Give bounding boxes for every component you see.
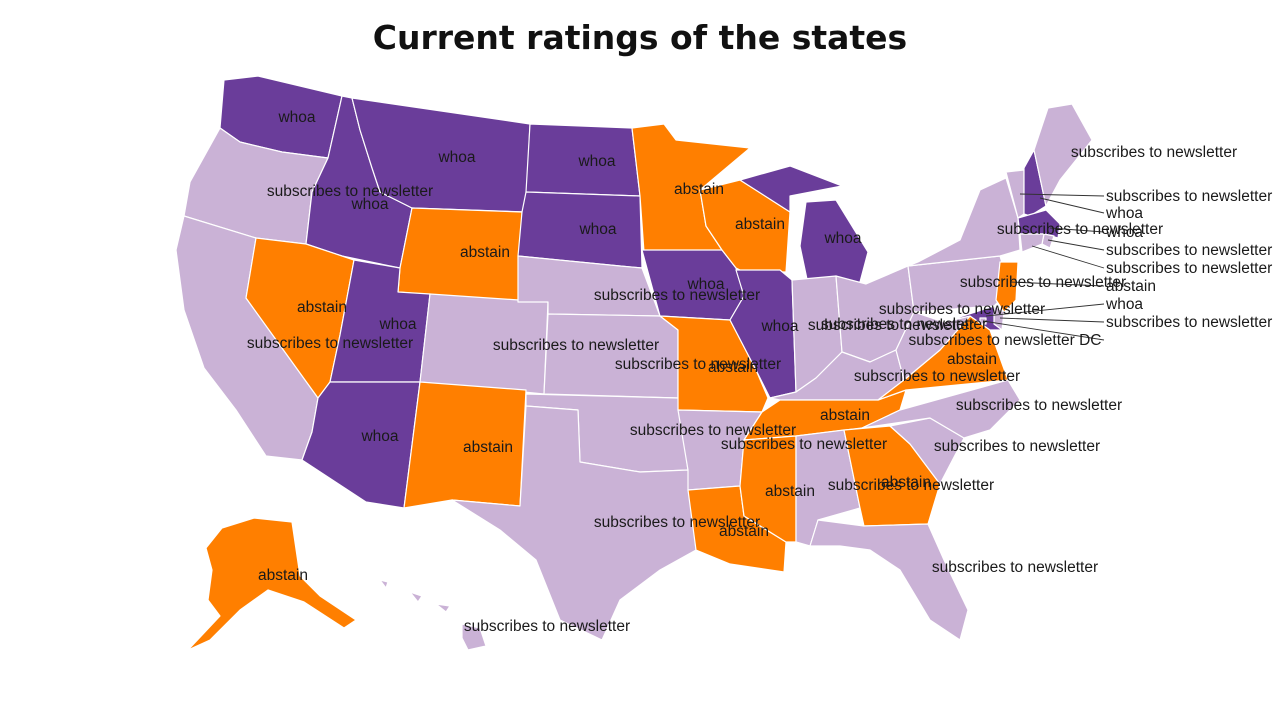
state-label-va: abstain [947, 351, 997, 368]
state-label-de: subscribes to newsletter [1106, 314, 1272, 331]
state-label-az: whoa [360, 428, 398, 445]
leader-line-ma [1049, 227, 1105, 233]
state-label-ak: abstain [258, 567, 308, 584]
state-label-hi: subscribes to newsletter [464, 618, 630, 635]
state-label-ri: subscribes to newsletter [1106, 242, 1272, 259]
state-label-md: whoa [1105, 296, 1143, 313]
state-nh [1023, 149, 1047, 217]
leader-line-dc [982, 320, 1105, 341]
state-label-ms: abstain [765, 483, 815, 500]
state-label-me: subscribes to newsletter [1071, 144, 1237, 161]
state-label-nv: abstain [297, 299, 347, 316]
state-label-tn: abstain [820, 407, 870, 424]
state-label-ca: subscribes to newsletter [247, 335, 413, 352]
state-label-ar: subscribes to newsletter [721, 436, 887, 453]
state-az [301, 381, 421, 509]
state-label-ct: subscribes to newsletter [1106, 260, 1272, 277]
leader-line-de [999, 317, 1105, 323]
state-labels: whoa subscribes to newsletter subscribes… [247, 109, 1272, 635]
state-label-nj: abstain [1106, 278, 1156, 295]
state-label-ut: whoa [378, 316, 416, 333]
state-label-nc: subscribes to newsletter [956, 397, 1122, 414]
state-label-or: subscribes to newsletter [267, 183, 433, 200]
state-label-ga: abstain [881, 474, 931, 491]
state-md [943, 305, 1003, 331]
state-label-tx: subscribes to newsletter [594, 514, 760, 531]
state-label-ok: subscribes to newsletter [630, 422, 796, 439]
state-label-in: subscribes to newsletter [821, 316, 987, 333]
state-label-nh: whoa [1105, 205, 1143, 222]
state-label-fl: subscribes to newsletter [932, 559, 1098, 576]
state-label-nm: abstain [463, 439, 513, 456]
state-label-nd: whoa [577, 153, 615, 170]
state-label-mt: whoa [437, 149, 475, 166]
state-label-ny: subscribes to newsletter [997, 221, 1163, 238]
state-fl [809, 519, 969, 641]
state-label-wy: abstain [460, 244, 510, 261]
state-label-al: subscribes to newsletter [828, 477, 994, 494]
state-label-mo: abstain [708, 359, 758, 376]
state-shapes [175, 75, 1093, 651]
state-label-oh: subscribes to newsletter [879, 301, 1045, 318]
state-label-wv: subscribes to newsletter [808, 317, 974, 334]
state-label-wi: abstain [735, 216, 785, 233]
state-ct [1019, 233, 1045, 253]
state-label-vt: subscribes to newsletter [1106, 188, 1272, 205]
leader-line-md [985, 303, 1105, 317]
state-label-wa: whoa [277, 109, 315, 126]
state-hi [379, 579, 487, 651]
state-label-la: abstain [719, 523, 769, 540]
state-label-pa: subscribes to newsletter [960, 274, 1126, 291]
state-label-co: subscribes to newsletter [493, 337, 659, 354]
state-label-ia: whoa [686, 276, 724, 293]
state-nc [861, 379, 1021, 439]
state-label-ks: subscribes to newsletter [615, 356, 781, 373]
leader-line-nh [1039, 197, 1105, 214]
leader-line-ct [1031, 245, 1105, 269]
state-me [1033, 103, 1093, 207]
state-label-ky: subscribes to newsletter [854, 368, 1020, 385]
map-title: Current ratings of the states [372, 18, 908, 57]
state-tx [451, 405, 697, 641]
state-label-mn: abstain [674, 181, 724, 198]
state-label-dc: subscribes to newsletter DC [909, 332, 1102, 349]
leader-lines [982, 193, 1105, 341]
state-nj [995, 261, 1019, 313]
state-label-ne: subscribes to newsletter [594, 287, 760, 304]
leader-line-nj [1009, 281, 1105, 287]
state-label-sd: whoa [578, 221, 616, 238]
state-label-id: whoa [350, 196, 388, 213]
state-label-mi: whoa [823, 230, 861, 247]
leader-line-vt [1019, 193, 1105, 197]
state-ak [187, 517, 357, 651]
state-label-sc: subscribes to newsletter [934, 438, 1100, 455]
leader-line-ri [1047, 239, 1105, 251]
state-label-ma: whoa [1105, 224, 1143, 241]
state-label-il: whoa [760, 318, 798, 335]
